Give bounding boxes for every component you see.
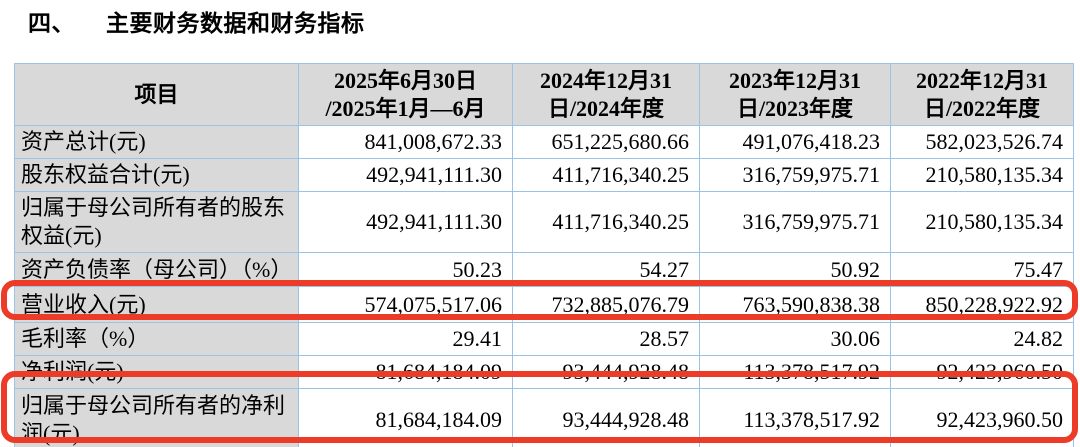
cell-value: 113,378,517.92 — [699, 388, 891, 447]
row-label: 营业收入(元) — [14, 286, 299, 323]
cell-value: 30.06 — [699, 322, 891, 356]
row-label: 归属于母公司所有者的股东权益(元) — [14, 191, 299, 253]
cell-value: 316,759,975.71 — [699, 158, 891, 192]
table-row-total-equity: 股东权益合计(元) 492,941,111.30 411,716,340.25 … — [14, 158, 1074, 192]
section-heading: 四、 主要财务数据和财务指标 — [28, 4, 365, 38]
row-label: 资产负债率（母公司）（%） — [14, 252, 299, 287]
cell-value: 841,008,672.33 — [298, 125, 513, 159]
cell-value: 75.47 — [890, 252, 1074, 287]
header-period-2025: 2025年6月30日/2025年1月—6月 — [298, 63, 513, 126]
cell-value: 491,076,418.23 — [699, 125, 891, 159]
cell-value: 92,423,960.50 — [890, 355, 1074, 389]
cell-value: 93,444,928.48 — [512, 388, 700, 447]
header-period-2022: 2022年12月31 日/2022年度 — [890, 63, 1074, 126]
row-label: 净利润(元) — [14, 355, 299, 389]
cell-value: 651,225,680.66 — [512, 125, 700, 159]
row-label: 毛利率（%） — [14, 322, 299, 356]
row-label: 归属于母公司所有者的净利润(元) — [14, 388, 299, 447]
header-item: 项目 — [14, 63, 299, 126]
table-row-debt-ratio: 资产负债率（母公司）（%） 50.23 54.27 50.92 75.47 — [14, 252, 1074, 287]
cell-value: 54.27 — [512, 252, 700, 287]
table-row-parent-net-profit: 归属于母公司所有者的净利润(元) 81,684,184.09 93,444,92… — [14, 388, 1074, 447]
cell-value: 574,075,517.06 — [298, 286, 513, 323]
cell-value: 210,580,135.34 — [890, 191, 1074, 253]
cell-value: 93,444,928.48 — [512, 355, 700, 389]
row-label: 股东权益合计(元) — [14, 158, 299, 192]
cell-value: 732,885,076.79 — [512, 286, 700, 323]
section-title: 主要财务数据和财务指标 — [106, 11, 365, 37]
table-row-gross-margin: 毛利率（%） 29.41 28.57 30.06 24.82 — [14, 322, 1074, 356]
cell-value: 492,941,111.30 — [298, 158, 513, 192]
cell-value: 81,684,184.09 — [298, 355, 513, 389]
cell-value: 763,590,838.38 — [699, 286, 891, 323]
cell-value: 28.57 — [512, 322, 700, 356]
table-row-net-profit: 净利润(元) 81,684,184.09 93,444,928.48 113,3… — [14, 355, 1074, 389]
cell-value: 81,684,184.09 — [298, 388, 513, 447]
table-header-row: 项目 2025年6月30日/2025年1月—6月 2024年12月31 日/202… — [14, 63, 1074, 126]
cell-value: 24.82 — [890, 322, 1074, 356]
cell-value: 492,941,111.30 — [298, 191, 513, 253]
cell-value: 210,580,135.34 — [890, 158, 1074, 192]
cell-value: 411,716,340.25 — [512, 158, 700, 192]
table-row-total-assets: 资产总计(元) 841,008,672.33 651,225,680.66 49… — [14, 125, 1074, 159]
cell-value: 316,759,975.71 — [699, 191, 891, 253]
cell-value: 582,023,526.74 — [890, 125, 1074, 159]
cell-value: 50.23 — [298, 252, 513, 287]
header-period-2024: 2024年12月31 日/2024年度 — [512, 63, 700, 126]
table-row-revenue: 营业收入(元) 574,075,517.06 732,885,076.79 76… — [14, 286, 1074, 323]
cell-value: 50.92 — [699, 252, 891, 287]
cell-value: 411,716,340.25 — [512, 191, 700, 253]
financial-data-table: 项目 2025年6月30日/2025年1月—6月 2024年12月31 日/202… — [14, 63, 1074, 447]
header-period-2023: 2023年12月31 日/2023年度 — [699, 63, 891, 126]
cell-value: 850,228,922.92 — [890, 286, 1074, 323]
section-number: 四、 — [28, 11, 75, 37]
table-row-parent-equity: 归属于母公司所有者的股东权益(元) 492,941,111.30 411,716… — [14, 191, 1074, 253]
row-label: 资产总计(元) — [14, 125, 299, 159]
cell-value: 113,378,517.92 — [699, 355, 891, 389]
cell-value: 29.41 — [298, 322, 513, 356]
cell-value: 92,423,960.50 — [890, 388, 1074, 447]
